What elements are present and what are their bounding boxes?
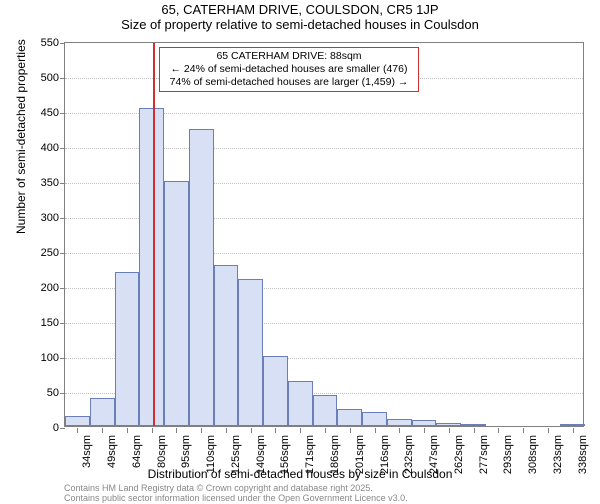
x-axis-label: Distribution of semi-detached houses by … <box>0 467 600 481</box>
xtick-label: 95sqm <box>180 435 192 468</box>
ytick-mark <box>60 78 65 79</box>
ytick-mark <box>60 43 65 44</box>
ytick-mark <box>60 428 65 429</box>
reference-line <box>153 43 155 426</box>
histogram-bar <box>214 265 239 426</box>
histogram-bar <box>436 423 461 427</box>
annotation-line: ← 24% of semi-detached houses are smalle… <box>166 63 412 76</box>
chart-title: 65, CATERHAM DRIVE, COULSDON, CR5 1JP <box>0 2 600 17</box>
xtick-mark <box>573 428 574 433</box>
histogram-bar <box>189 129 214 427</box>
plot-area: 05010015020025030035040045050055034sqm49… <box>64 42 584 427</box>
histogram-bar <box>263 356 288 426</box>
ytick-label: 450 <box>23 107 59 119</box>
credits-line2: Contains public sector information licen… <box>64 494 408 504</box>
histogram-bar <box>337 409 362 427</box>
histogram-bar <box>313 395 338 427</box>
xtick-mark <box>449 428 450 433</box>
xtick-mark <box>474 428 475 433</box>
ytick-label: 100 <box>23 352 59 364</box>
ytick-label: 350 <box>23 177 59 189</box>
xtick-mark <box>275 428 276 433</box>
histogram-bar <box>139 108 164 427</box>
ytick-mark <box>60 393 65 394</box>
histogram-bar <box>461 424 486 426</box>
ytick-mark <box>60 148 65 149</box>
histogram-bar <box>412 420 437 426</box>
ytick-mark <box>60 253 65 254</box>
xtick-mark <box>424 428 425 433</box>
xtick-mark <box>77 428 78 433</box>
annotation-box: 65 CATERHAM DRIVE: 88sqm← 24% of semi-de… <box>159 47 419 92</box>
histogram-bar <box>115 272 140 426</box>
y-axis-label: Number of semi-detached properties <box>14 39 28 234</box>
xtick-mark <box>127 428 128 433</box>
histogram-bar <box>90 398 115 426</box>
xtick-mark <box>375 428 376 433</box>
histogram-bar <box>387 419 412 426</box>
ytick-label: 50 <box>23 387 59 399</box>
ytick-label: 550 <box>23 37 59 49</box>
ytick-label: 500 <box>23 72 59 84</box>
ytick-mark <box>60 323 65 324</box>
histogram-bar <box>362 412 387 426</box>
ytick-label: 250 <box>23 247 59 259</box>
xtick-label: 80sqm <box>156 435 168 468</box>
chart-area: 05010015020025030035040045050055034sqm49… <box>64 42 584 427</box>
xtick-mark <box>251 428 252 433</box>
xtick-mark <box>176 428 177 433</box>
histogram-bar <box>560 424 585 426</box>
ytick-label: 0 <box>23 422 59 434</box>
ytick-mark <box>60 288 65 289</box>
ytick-mark <box>60 358 65 359</box>
ytick-label: 200 <box>23 282 59 294</box>
histogram-bar <box>238 279 263 426</box>
xtick-mark <box>201 428 202 433</box>
ytick-label: 400 <box>23 142 59 154</box>
chart-subtitle: Size of property relative to semi-detach… <box>0 17 600 32</box>
ytick-label: 300 <box>23 212 59 224</box>
xtick-mark <box>226 428 227 433</box>
histogram-bar <box>288 381 313 427</box>
xtick-mark <box>350 428 351 433</box>
xtick-mark <box>300 428 301 433</box>
xtick-mark <box>548 428 549 433</box>
annotation-line: 74% of semi-detached houses are larger (… <box>166 76 412 89</box>
xtick-mark <box>498 428 499 433</box>
histogram-bar <box>164 181 189 426</box>
xtick-label: 34sqm <box>81 435 93 468</box>
xtick-mark <box>102 428 103 433</box>
ytick-label: 150 <box>23 317 59 329</box>
xtick-mark <box>399 428 400 433</box>
ytick-mark <box>60 113 65 114</box>
credits: Contains HM Land Registry data © Crown c… <box>64 484 408 504</box>
xtick-label: 49sqm <box>106 435 118 468</box>
xtick-label: 64sqm <box>131 435 143 468</box>
ytick-mark <box>60 183 65 184</box>
ytick-mark <box>60 218 65 219</box>
xtick-mark <box>523 428 524 433</box>
annotation-line: 65 CATERHAM DRIVE: 88sqm <box>166 50 412 63</box>
xtick-mark <box>325 428 326 433</box>
histogram-bar <box>65 416 90 427</box>
xtick-mark <box>152 428 153 433</box>
